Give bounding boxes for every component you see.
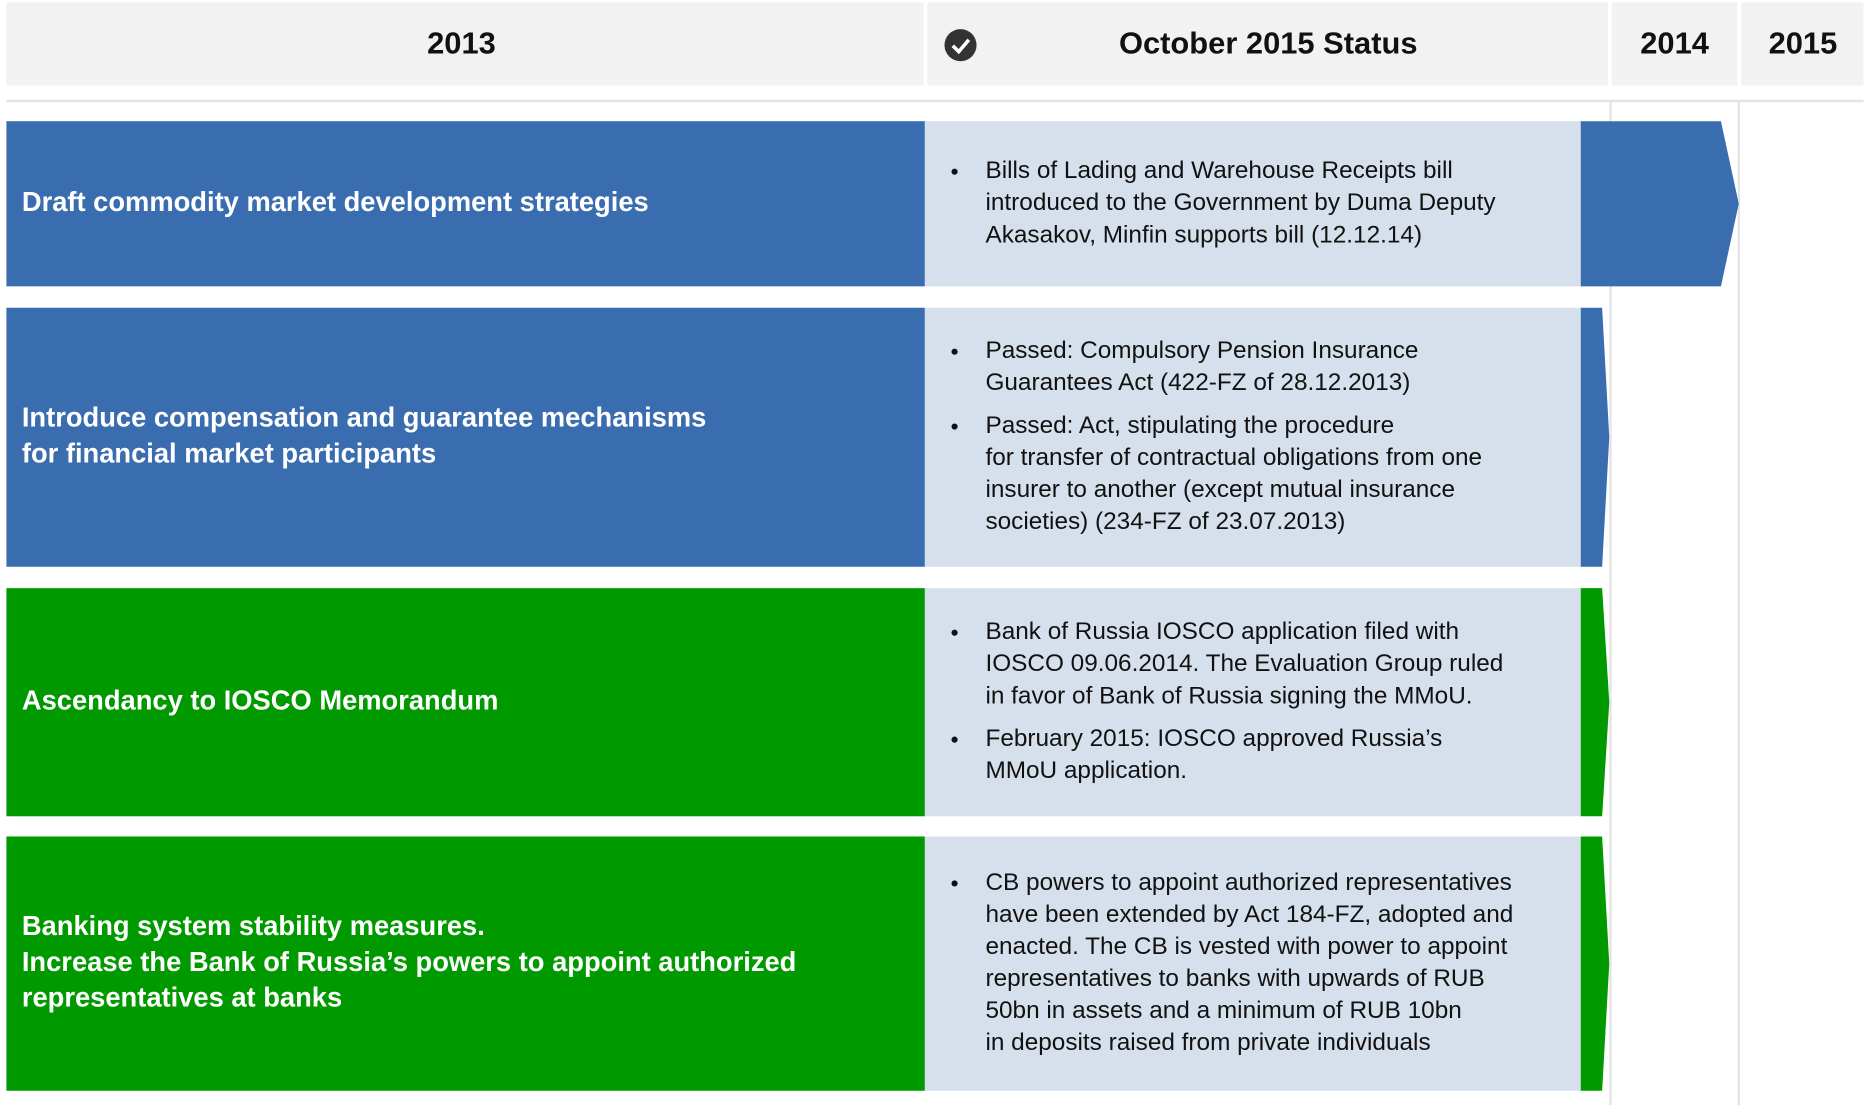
status-box [924,588,1581,817]
bullet-dot [951,880,958,887]
bullet-dot [951,168,958,175]
header-cell [927,2,1609,86]
status-text: Bills of Lading and Warehouse Receipts b… [985,157,1452,184]
timeline-arrow [1580,307,1610,567]
status-text: Passed: Act, stipulating the procedure [985,412,1394,439]
task-title: for financial market participants [22,437,436,468]
status-text: February 2015: IOSCO approved Russia’s [985,725,1442,752]
status-text: have been extended by Act 184-FZ, adopte… [985,901,1513,928]
status-box [924,121,1581,287]
timeline-arrow [1580,836,1610,1091]
task-bar [6,836,925,1091]
status-text: insurer to another (except mutual insura… [985,476,1455,503]
status-text: MMoU application. [985,757,1187,784]
task-title: Banking system stability measures. [22,910,485,941]
status-text: in deposits raised from private individu… [985,1029,1430,1056]
check-icon [944,29,977,62]
bullet-dot [951,348,958,355]
task-title: Draft commodity market development strat… [22,186,649,217]
status-text: CB powers to appoint authorized represen… [985,869,1511,896]
status-text: Guarantees Act (422-FZ of 28.12.2013) [985,369,1410,396]
status-box [924,836,1581,1091]
bullet-dot [951,736,958,743]
status-text: representatives to banks with upwards of… [985,965,1484,992]
status-text: Passed: Compulsory Pension Insurance [985,337,1418,364]
task-bar [6,121,925,287]
status-text: enacted. The CB is vested with power to … [985,933,1507,960]
column-header: 2015 [1769,25,1838,60]
task-bar [6,307,925,567]
column-header: 2014 [1640,25,1709,60]
status-text: Bank of Russia IOSCO application filed w… [985,618,1459,645]
task-title: Ascendancy to IOSCO Memorandum [22,684,499,715]
task-title: representatives at banks [22,981,342,1012]
column-header: 2013 [427,25,496,60]
task-title: Introduce compensation and guarantee mec… [22,402,706,433]
bullet-dot [951,423,958,430]
status-text: in favor of Bank of Russia signing the M… [985,682,1472,709]
column-header: October 2015 Status [1119,25,1418,60]
task-bar [6,588,925,817]
check-mark [951,38,971,55]
header-cell [1741,2,1864,86]
status-box [924,307,1581,567]
header-cell [6,2,924,86]
status-text: societies) (234-FZ of 23.07.2013) [985,508,1345,535]
bullet-dot [951,629,958,636]
timeline-arrow [1580,588,1610,817]
status-text: Akasakov, Minfin supports bill (12.12.14… [985,221,1422,248]
status-text: introduced to the Government by Duma Dep… [985,189,1496,216]
task-title: Increase the Bank of Russia’s powers to … [22,946,797,977]
header-cell [1611,2,1738,86]
status-text: for transfer of contractual obligations … [985,444,1482,471]
status-text: 50bn in assets and a minimum of RUB 10bn [985,997,1461,1024]
status-text: IOSCO 09.06.2014. The Evaluation Group r… [985,650,1503,677]
timeline-arrow [1580,121,1739,287]
